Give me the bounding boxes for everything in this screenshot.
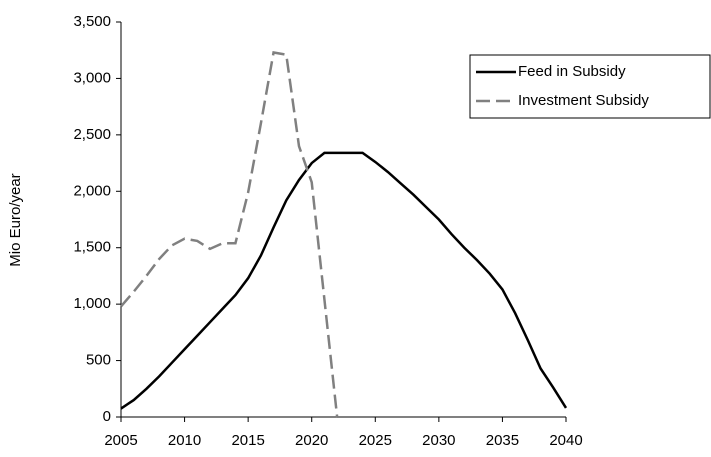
y-tick-label: 500 xyxy=(86,352,111,369)
y-tick-label: 0 xyxy=(103,408,111,425)
x-tick-label: 2020 xyxy=(295,432,328,449)
y-axis-label: Mio Euro/year xyxy=(7,173,24,266)
legend-label: Feed in Subsidy xyxy=(518,63,626,80)
legend-box xyxy=(469,54,711,119)
y-tick-label: 1,000 xyxy=(73,295,111,312)
y-tick-label: 1,500 xyxy=(73,239,111,256)
y-tick-label: 3,000 xyxy=(73,69,111,86)
series-line xyxy=(120,151,568,410)
legend-label: Investment Subsidy xyxy=(518,92,649,109)
y-tick-label: 2,000 xyxy=(73,182,111,199)
y-tick-label: 3,500 xyxy=(73,13,111,30)
x-tick-label: 2010 xyxy=(168,432,201,449)
x-tick-label: 2030 xyxy=(422,432,455,449)
x-tick-label: 2005 xyxy=(104,432,137,449)
series-line xyxy=(120,51,339,418)
x-tick-label: 2015 xyxy=(231,432,264,449)
x-tick-label: 2025 xyxy=(359,432,392,449)
y-tick-label: 2,500 xyxy=(73,126,111,143)
x-tick-label: 2035 xyxy=(486,432,519,449)
x-tick-label: 2040 xyxy=(549,432,582,449)
